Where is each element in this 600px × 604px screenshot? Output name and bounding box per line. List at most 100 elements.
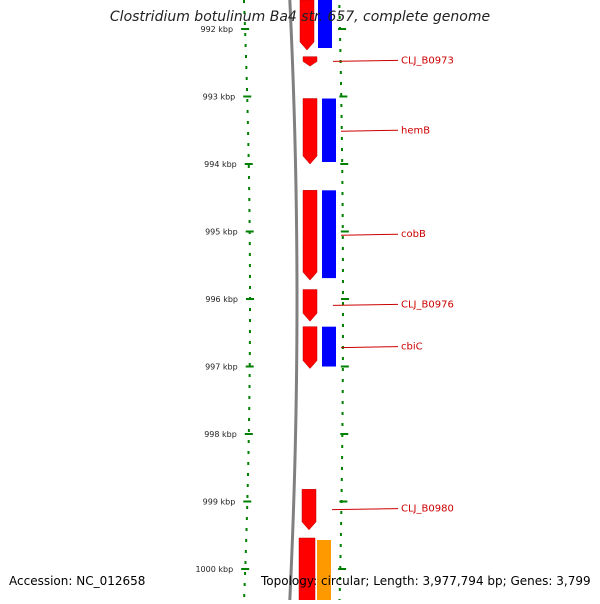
gc-dot	[341, 313, 344, 316]
genome-backbone	[288, 0, 299, 601]
gc-dot	[247, 176, 250, 179]
gc-dot	[248, 198, 251, 201]
map-title: Clostridium botulinum Ba4 str. 657, comp…	[109, 9, 491, 25]
gc-dot	[248, 352, 251, 355]
ruler-tick	[245, 298, 254, 300]
gc-dot	[248, 319, 251, 322]
gene-arrow	[302, 190, 318, 281]
gc-dot	[247, 462, 250, 465]
gene-arrow-partial	[298, 537, 316, 604]
ruler-tick-outer	[340, 163, 349, 165]
gc-dot	[340, 489, 343, 492]
gc-dot	[341, 324, 344, 327]
topology-text: Topology: circular; Length: 3,977,794 bp…	[261, 574, 591, 588]
gc-dot	[248, 308, 251, 311]
gc-dot	[341, 247, 344, 250]
gc-dot	[245, 66, 248, 69]
gc-dot	[247, 429, 250, 432]
gc-dot	[341, 434, 344, 437]
gc-dot	[243, 11, 246, 14]
gc-dot	[339, 533, 342, 536]
ruler-tick	[244, 163, 253, 165]
gc-dot	[341, 456, 344, 459]
gc-dot	[246, 495, 249, 498]
label-leader-line	[340, 346, 399, 349]
ruler-tick	[245, 365, 254, 368]
ruler-tick	[241, 28, 250, 30]
label-leader-line	[331, 508, 399, 511]
ruler-tick-outer	[340, 365, 349, 368]
ruler-tick-label: 994 kbp	[204, 160, 237, 169]
ruler-tick-label: 996 kbp	[205, 295, 238, 304]
gc-dot	[248, 209, 251, 212]
gc-dot	[248, 187, 251, 190]
gene-arrow	[302, 289, 318, 322]
gc-dot	[245, 517, 248, 520]
ruler-tick-label: 999 kbp	[203, 498, 236, 507]
gc-dot	[341, 159, 344, 162]
gene-arrow	[302, 98, 318, 165]
gc-dot	[248, 407, 251, 410]
gc-dot	[339, 49, 342, 52]
gc-dot	[340, 93, 343, 96]
gc-dot	[341, 291, 344, 294]
gc-dot	[244, 561, 247, 564]
ruler-tick	[241, 568, 250, 570]
gc-dot	[248, 363, 251, 366]
gc-dot	[248, 330, 251, 333]
gc-dot	[243, 22, 246, 25]
gc-dot	[341, 170, 344, 173]
gc-dot	[341, 302, 344, 305]
gene-arrow	[301, 489, 317, 531]
gc-dot	[247, 473, 250, 476]
gc-dot	[248, 264, 251, 267]
gc-dot	[246, 506, 249, 509]
ruler-tick-outer	[339, 500, 348, 503]
gc-dot	[248, 275, 251, 278]
gc-dot	[248, 374, 251, 377]
ruler-tick	[243, 95, 252, 98]
gc-dot	[244, 33, 247, 36]
ruler-tick-outer	[339, 95, 348, 98]
label-leader-line	[332, 303, 399, 306]
gc-dot	[244, 44, 247, 47]
gene-labels: CLJ_B0973 hemB cobB CLJ_B0976 cbiC CLJ_B0980	[331, 55, 454, 515]
gc-dot	[341, 423, 344, 426]
gc-dot	[246, 484, 249, 487]
gc-dot	[248, 341, 251, 344]
gene-arrow	[302, 326, 318, 369]
ruler-tick-label: 993 kbp	[203, 93, 236, 102]
gc-dot	[245, 539, 248, 542]
gc-dot	[341, 269, 344, 272]
gc-dot	[243, 0, 245, 3]
cds-bar	[322, 98, 336, 162]
gc-dot	[339, 544, 342, 547]
gc-dot	[341, 445, 344, 448]
accession-text: Accession: NC_012658	[9, 574, 146, 588]
gc-dot	[340, 478, 343, 481]
gc-dot	[340, 522, 343, 525]
ruler-tick	[245, 230, 254, 233]
ruler-tick-label: 995 kbp	[205, 228, 238, 237]
gc-dot	[246, 110, 249, 113]
gc-dot	[341, 181, 344, 184]
gc-dot	[248, 242, 251, 245]
gc-dot	[246, 88, 249, 91]
gc-dot	[247, 132, 250, 135]
gene-label: CLJ_B0976	[401, 299, 454, 310]
gc-dot	[247, 143, 250, 146]
ruler-tick	[243, 500, 252, 503]
gc-dot	[243, 594, 246, 597]
gc-dot	[339, 566, 342, 569]
gc-dot	[341, 236, 344, 239]
ruler-ticks: 992 kbp 993 kbp 994 kbp 995 kbp 996 kbp 997 k…	[195, 25, 349, 574]
ruler-tick-outer	[338, 568, 347, 570]
gene-label: hemB	[401, 125, 430, 136]
feature-track	[298, 0, 336, 604]
gc-dot	[340, 511, 343, 514]
gc-dot	[341, 390, 344, 393]
gc-dot	[341, 379, 344, 382]
gc-dot	[247, 165, 250, 168]
